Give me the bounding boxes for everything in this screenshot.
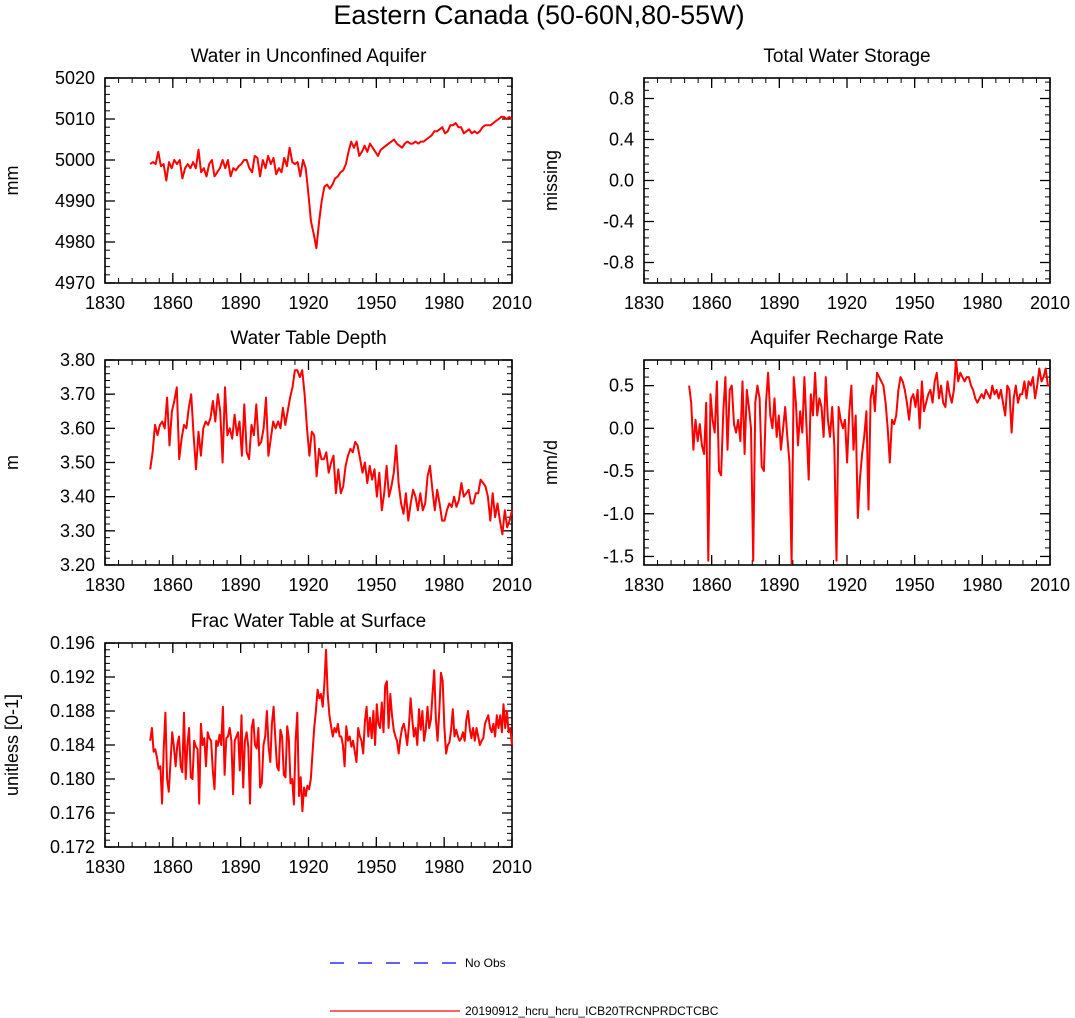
x-tick-label: 1950 xyxy=(895,575,935,595)
panel-title: Total Water Storage xyxy=(763,46,930,67)
y-tick-label: 5000 xyxy=(55,150,95,170)
x-tick-label: 1890 xyxy=(759,293,799,313)
x-tick-label: 1830 xyxy=(624,293,664,313)
legend: No Obs 20190912_hcru_hcru_ICB20TRCNPRDCT… xyxy=(330,956,719,1018)
panel-frac-water-table: Frac Water Table at Surface unitless [0-1… xyxy=(2,611,532,877)
x-tick-label: 1890 xyxy=(221,293,261,313)
y-tick-label: -0.5 xyxy=(603,461,634,481)
panel-total-water-storage: Total Water Storage missing 1830 1860 1890 19… xyxy=(541,46,1070,313)
y-tick-label: -1.0 xyxy=(603,504,634,524)
y-tick-label: 5020 xyxy=(55,68,95,88)
x-tick-label: 1950 xyxy=(895,293,935,313)
figure-title: Eastern Canada (50-60N,80-55W) xyxy=(333,0,744,30)
panel-water-table-depth: Water Table Depth m 1830 1860 1890 1920 1950 19… xyxy=(2,328,532,595)
y-tick-label: 0.192 xyxy=(50,667,95,687)
x-tick-label: 2010 xyxy=(492,857,532,877)
y-tick-label: 3.30 xyxy=(60,521,95,541)
y-tick-label: 0.176 xyxy=(50,803,95,823)
y-tick-label: 0.172 xyxy=(50,837,95,857)
x-tick-label: 1830 xyxy=(624,575,664,595)
y-tick-label: 5010 xyxy=(55,109,95,129)
y-tick-label: 0.196 xyxy=(50,633,95,653)
x-tick-label: 1980 xyxy=(424,575,464,595)
x-tick-label: 1890 xyxy=(759,575,799,595)
x-tick-label: 1950 xyxy=(356,293,396,313)
x-tick-label: 1830 xyxy=(85,293,125,313)
x-tick-label: 2010 xyxy=(1030,293,1070,313)
x-tick-label: 2010 xyxy=(1030,575,1070,595)
y-tick-label: 3.20 xyxy=(60,555,95,575)
y-tick-label: 0.188 xyxy=(50,701,95,721)
x-tick-label: 1980 xyxy=(424,857,464,877)
plot-frame xyxy=(643,359,1051,566)
y-axis-label: missing xyxy=(541,150,561,211)
legend-model-label: 20190912_hcru_hcru_ICB20TRCNPRDCTCBC xyxy=(465,1004,719,1018)
x-tick-label: 1890 xyxy=(221,857,261,877)
x-tick-label: 1890 xyxy=(221,575,261,595)
x-tick-label: 1950 xyxy=(356,857,396,877)
plot-frame xyxy=(104,77,513,284)
x-tick-label: 1860 xyxy=(153,857,193,877)
y-axis-label: mm xyxy=(2,166,22,196)
y-tick-label: 0.0 xyxy=(609,171,634,191)
y-axis-label: m xyxy=(2,455,22,470)
x-tick-label: 2010 xyxy=(492,293,532,313)
x-tick-label: 1920 xyxy=(288,293,328,313)
series-line-recharge-rate xyxy=(688,359,1050,565)
panel-title: Water in Unconfined Aquifer xyxy=(191,46,428,67)
plot-frame xyxy=(104,359,513,566)
x-tick-label: 1920 xyxy=(288,857,328,877)
y-tick-label: 0.180 xyxy=(50,769,95,789)
y-tick-label: 0.8 xyxy=(609,89,634,109)
y-tick-label: 3.40 xyxy=(60,487,95,507)
x-tick-label: 1980 xyxy=(962,575,1002,595)
y-tick-label: 3.70 xyxy=(60,384,95,404)
y-tick-label: 3.50 xyxy=(60,453,95,473)
y-tick-label: 0.4 xyxy=(609,130,634,150)
y-tick-label: 0.5 xyxy=(609,376,634,396)
y-tick-label: 3.80 xyxy=(60,350,95,370)
y-tick-label: 4990 xyxy=(55,191,95,211)
y-axis-label: unitless [0-1] xyxy=(2,694,22,796)
legend-obs-label: No Obs xyxy=(465,956,506,970)
y-tick-label: -1.5 xyxy=(603,546,634,566)
x-tick-label: 1860 xyxy=(692,293,732,313)
panel-title: Frac Water Table at Surface xyxy=(191,611,427,632)
series-line-aquifer-water xyxy=(149,115,513,250)
x-tick-label: 2010 xyxy=(492,575,532,595)
plot-frame xyxy=(643,77,1051,284)
x-tick-label: 1860 xyxy=(153,293,193,313)
x-tick-label: 1830 xyxy=(85,575,125,595)
x-tick-label: 1980 xyxy=(424,293,464,313)
panel-aquifer-water: Water in Unconfined Aquifer mm 1830 1860 189… xyxy=(2,46,532,313)
x-tick-label: 1980 xyxy=(962,293,1002,313)
y-tick-label: -0.8 xyxy=(603,253,634,273)
x-tick-label: 1920 xyxy=(827,293,867,313)
panel-title: Aquifer Recharge Rate xyxy=(750,328,943,349)
series-line-water-table-depth xyxy=(149,369,513,536)
chart-panels: Water in Unconfined Aquifer mm 1830 1860 189… xyxy=(2,46,1070,877)
x-tick-label: 1920 xyxy=(827,575,867,595)
y-tick-label: 0.184 xyxy=(50,735,95,755)
panel-title: Water Table Depth xyxy=(230,328,386,349)
x-tick-label: 1830 xyxy=(85,857,125,877)
y-tick-label: -0.4 xyxy=(603,212,634,232)
y-tick-label: 0.0 xyxy=(609,418,634,438)
series-line-frac-water-table xyxy=(149,648,513,813)
y-tick-label: 3.60 xyxy=(60,418,95,438)
x-tick-label: 1950 xyxy=(356,575,396,595)
x-tick-label: 1920 xyxy=(288,575,328,595)
y-tick-label: 4980 xyxy=(55,232,95,252)
y-tick-label: 4970 xyxy=(55,273,95,293)
x-tick-label: 1860 xyxy=(153,575,193,595)
y-axis-label: mm/d xyxy=(541,440,561,485)
x-tick-label: 1860 xyxy=(692,575,732,595)
panel-recharge-rate: Aquifer Recharge Rate mm/d 1830 1860 1890 192… xyxy=(541,328,1070,595)
